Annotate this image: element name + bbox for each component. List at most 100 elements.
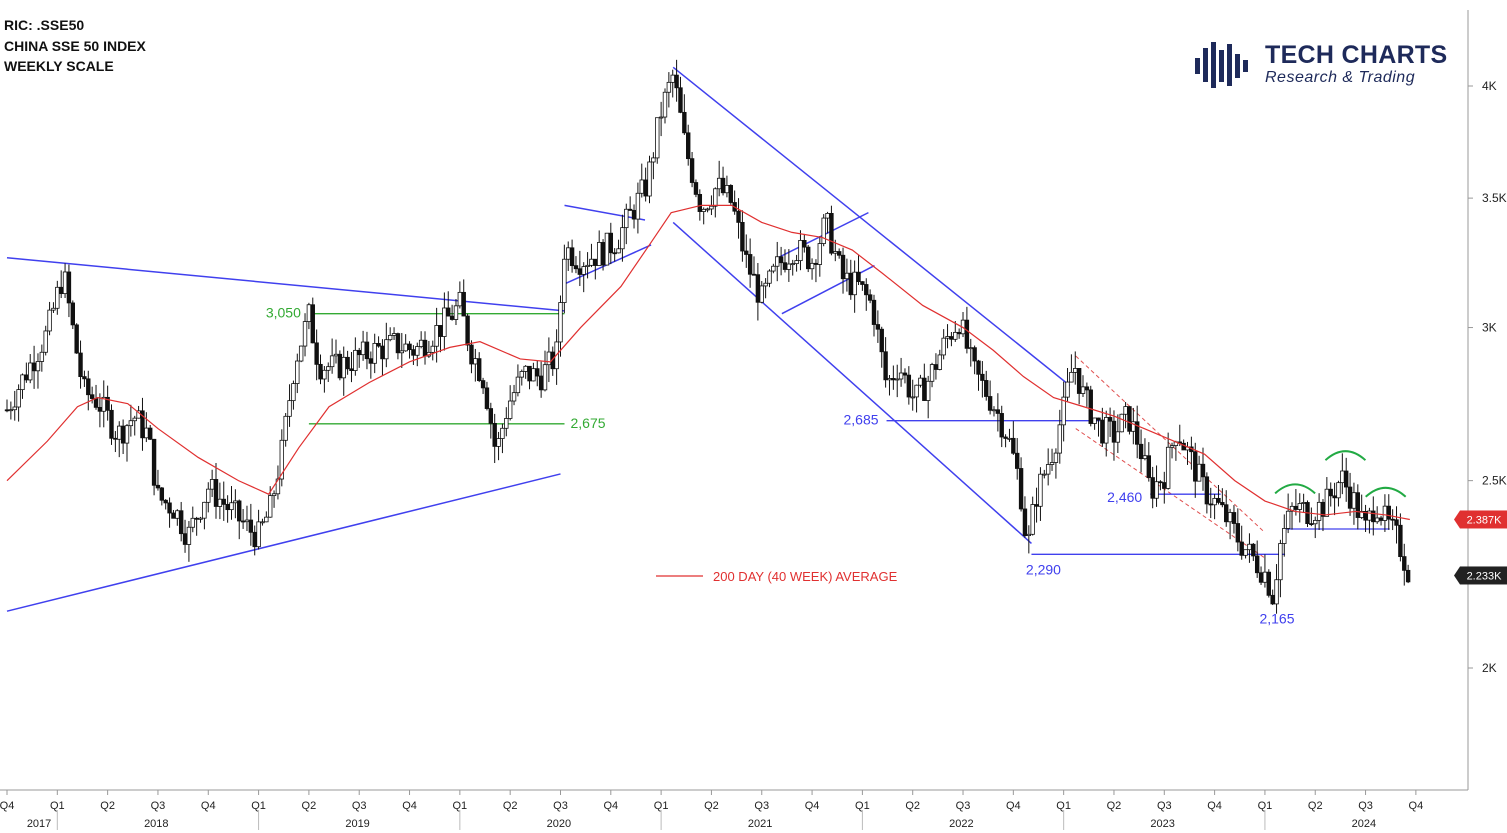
level-label: 2,290 [1026, 561, 1061, 577]
candle-body [821, 217, 826, 244]
candle-body [380, 345, 385, 360]
candle-body [1045, 464, 1051, 475]
candle-body [190, 517, 195, 528]
candle-body [1355, 492, 1361, 518]
x-tick-label: Q4 [0, 800, 14, 812]
candle-body [341, 356, 346, 379]
candle-body [357, 349, 362, 356]
candle-body [353, 349, 358, 372]
candle-body [39, 351, 45, 362]
candle-body [163, 499, 168, 504]
price-badge-pointer [1454, 510, 1460, 529]
candle-body [639, 179, 644, 194]
candle-body [86, 378, 91, 396]
candle-body [349, 368, 354, 372]
x-tick-label: Q1 [1258, 800, 1273, 812]
candle-body [964, 319, 970, 349]
candle-body [593, 258, 598, 266]
candle-body [1216, 497, 1221, 503]
candle-body [562, 258, 567, 303]
candle-body [1374, 517, 1380, 523]
candle-body [43, 330, 48, 353]
x-tick-label: Q1 [453, 800, 468, 812]
candle-body [670, 74, 675, 83]
trendline [1075, 355, 1266, 533]
candle-body [70, 302, 75, 326]
candle-body [1285, 510, 1291, 529]
candle-body [1293, 505, 1299, 510]
candle-body [678, 87, 683, 113]
candle-body [206, 488, 211, 503]
chart-ric: RIC: .SSE50 [4, 17, 85, 33]
candle-body [1266, 571, 1271, 596]
candle-body [1196, 463, 1202, 482]
candle-body [809, 262, 815, 270]
candle-body [1119, 413, 1124, 433]
candle-body [984, 380, 989, 397]
candle-body [860, 281, 865, 285]
candle-body [759, 285, 764, 303]
candle-body [1162, 482, 1167, 489]
candle-body [612, 252, 617, 255]
candle-body [457, 291, 463, 307]
candle-body [573, 265, 579, 270]
trendline [672, 221, 1032, 544]
candle-body [345, 356, 350, 370]
candle-body [1208, 503, 1213, 506]
candle-body [840, 254, 846, 280]
candle-body [1239, 541, 1244, 556]
candle-body [716, 177, 722, 190]
candle-body [113, 437, 118, 440]
candle-body [461, 291, 466, 317]
candle-body [194, 517, 199, 520]
candle-body [395, 333, 401, 354]
candle-body [693, 182, 699, 195]
x-tick-label: Q3 [1157, 800, 1172, 812]
y-tick-label: 4K [1482, 79, 1497, 93]
candle-body [260, 521, 265, 524]
level-label: 3,050 [266, 305, 301, 321]
candle-body [1069, 371, 1074, 383]
candle-body [1142, 455, 1148, 460]
candle-body [148, 427, 153, 440]
candle-body [658, 116, 664, 119]
candle-body [1096, 417, 1101, 421]
candle-body [790, 263, 795, 266]
candle-body [914, 384, 919, 398]
candle-body [941, 337, 946, 356]
candle-body [875, 324, 881, 330]
candle-body [1100, 419, 1105, 444]
candle-body [267, 495, 273, 518]
candle-body [686, 132, 691, 160]
candle-body [418, 339, 424, 347]
x-tick-label: Q4 [201, 800, 216, 812]
candle-body [802, 239, 807, 248]
candle-body [24, 374, 29, 381]
candle-body [1340, 470, 1345, 484]
candle-body [132, 417, 137, 422]
candle-body [1038, 473, 1043, 507]
candle-body [991, 409, 997, 412]
year-label: 2021 [748, 818, 772, 830]
year-label: 2019 [345, 818, 369, 830]
candle-body [945, 336, 950, 339]
candle-body [279, 439, 285, 480]
price-badge [1460, 566, 1507, 585]
candle-body [449, 315, 455, 320]
candle-body [186, 526, 192, 545]
candle-body [178, 510, 184, 535]
candle-body [1193, 451, 1198, 482]
candle-body [836, 251, 842, 256]
candle-body [372, 342, 377, 364]
candle-body [740, 221, 745, 252]
candle-body [1405, 569, 1411, 583]
candle-body [480, 380, 486, 389]
candle-body [20, 374, 25, 391]
candle-body [93, 398, 99, 408]
candle-body [1111, 420, 1117, 443]
x-tick-label: Q3 [553, 800, 568, 812]
candle-body [925, 380, 931, 401]
brand-logo: TECH CHARTS Research & Trading [1193, 40, 1453, 94]
candle-body [1065, 381, 1070, 398]
candle-body [310, 304, 315, 344]
